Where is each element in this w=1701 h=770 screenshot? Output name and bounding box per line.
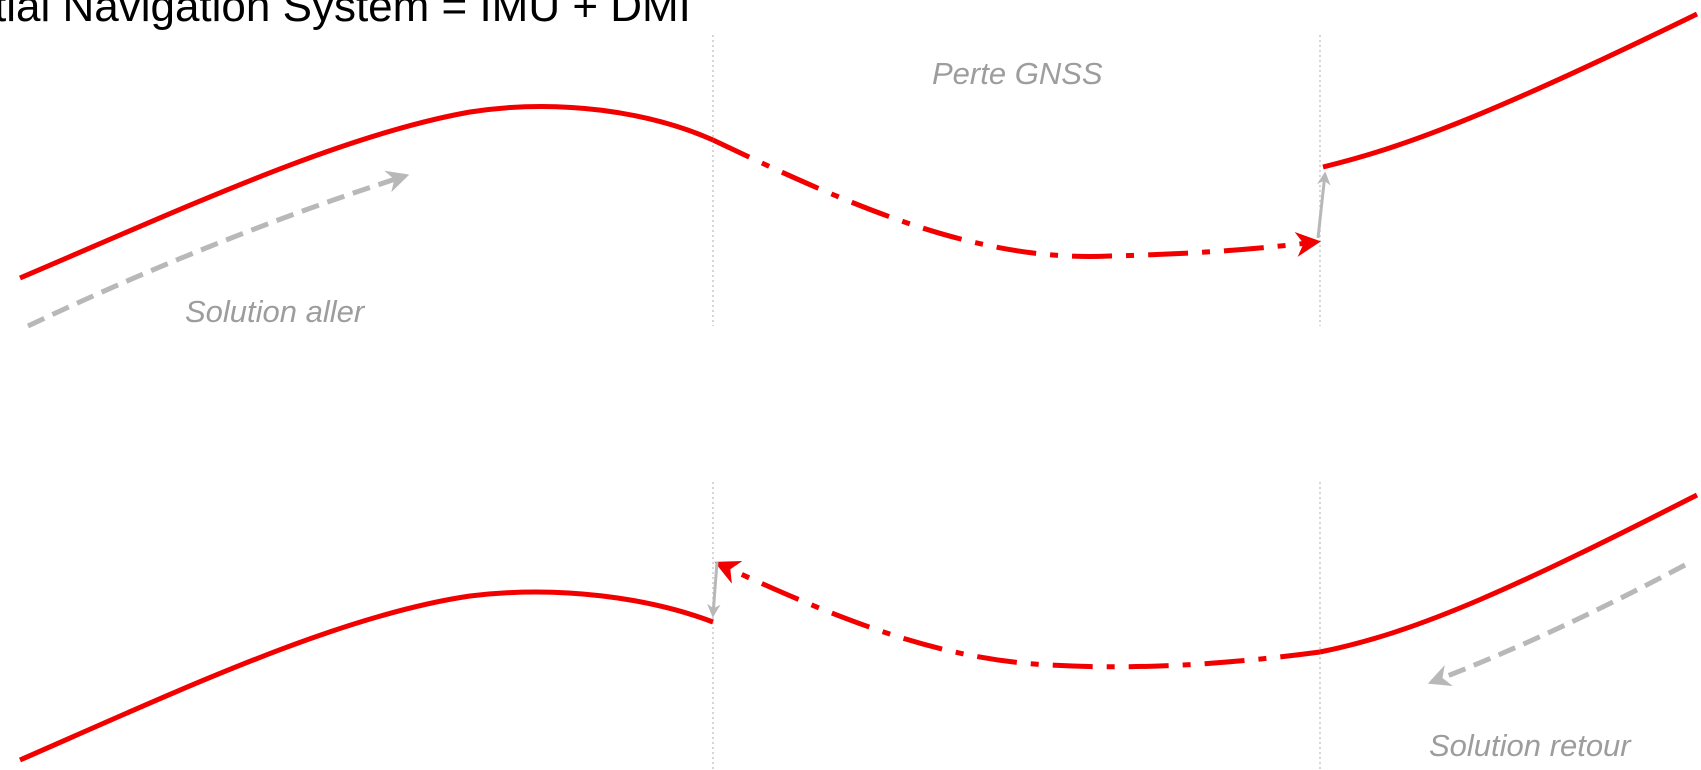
forward-solution-label: Solution aller [185, 294, 366, 329]
backward-correction-arrow [707, 561, 721, 618]
forward-direction-arrow [26, 170, 410, 329]
gnss-loss-label: Perte GNSS [932, 56, 1103, 91]
trajectory-before-gnss-loss-bottom [18, 589, 714, 763]
backward-drift-trajectory [714, 561, 1321, 670]
trajectory-before-gnss-loss-top [19, 104, 715, 281]
forward-drift-trajectory [711, 137, 1321, 259]
diagram-title: tial Navigation System = IMU + DMI [0, 0, 691, 31]
forward-correction-arrow [1316, 171, 1331, 239]
backward-direction-arrow [1427, 562, 1687, 687]
backward-solution-label: Solution retour [1429, 728, 1632, 763]
trajectory-after-gnss-recovery-top [1322, 11, 1699, 170]
trajectory-after-gnss-recovery-bottom [1319, 492, 1699, 655]
